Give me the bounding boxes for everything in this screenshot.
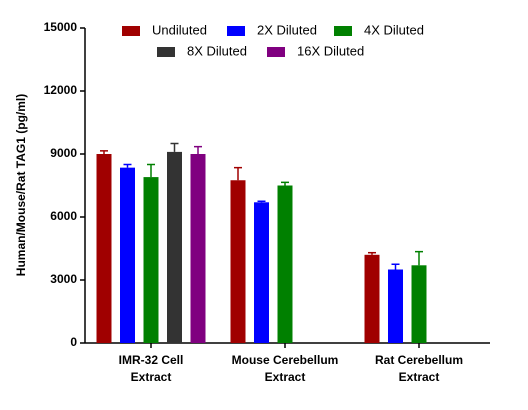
legend-label: 8X Diluted <box>187 43 247 58</box>
bar <box>411 265 427 343</box>
y-tick-label: 3000 <box>50 272 77 286</box>
bar <box>277 185 293 343</box>
error-bar <box>257 200 266 203</box>
bar <box>254 202 269 343</box>
y-axis-label: Human/Mouse/Rat TAG1 (pg/ml) <box>14 94 28 276</box>
bar <box>388 269 403 343</box>
error-bar <box>100 150 108 154</box>
bar <box>364 254 380 343</box>
bar <box>167 151 182 343</box>
error-bar <box>194 145 202 154</box>
error-bar <box>234 166 242 181</box>
y-tick-label: 15000 <box>44 20 78 34</box>
legend-label: 2X Diluted <box>257 22 317 37</box>
legend-swatch <box>122 26 140 36</box>
bar <box>190 154 206 343</box>
legend-swatch <box>157 47 175 57</box>
x-tick-label: IMR-32 Cell Extract <box>119 353 184 384</box>
bar <box>143 177 159 343</box>
error-bar <box>391 263 400 270</box>
bar <box>230 180 246 343</box>
y-tick-label: 9000 <box>50 146 77 160</box>
y-tick-label: 6000 <box>50 209 77 223</box>
legend-swatch <box>267 47 285 57</box>
legend-swatch <box>334 26 352 36</box>
x-tick-label: Rat Cerebellum Extract <box>375 353 463 384</box>
error-bar <box>147 163 155 178</box>
y-tick-label: 12000 <box>44 83 78 97</box>
error-bar <box>123 163 132 168</box>
error-bar <box>368 251 376 255</box>
error-bar <box>281 181 289 186</box>
legend-swatch <box>227 26 245 36</box>
legend-label: 4X Diluted <box>364 22 424 37</box>
error-bar <box>170 142 179 152</box>
bar <box>96 154 112 343</box>
error-bar <box>415 250 423 266</box>
y-tick-label: 0 <box>70 335 77 349</box>
legend-label: 16X Diluted <box>297 43 364 58</box>
x-tick-label: Mouse Cerebellum Extract <box>232 353 339 384</box>
legend-label: Undiluted <box>152 22 207 37</box>
bar <box>120 167 135 343</box>
